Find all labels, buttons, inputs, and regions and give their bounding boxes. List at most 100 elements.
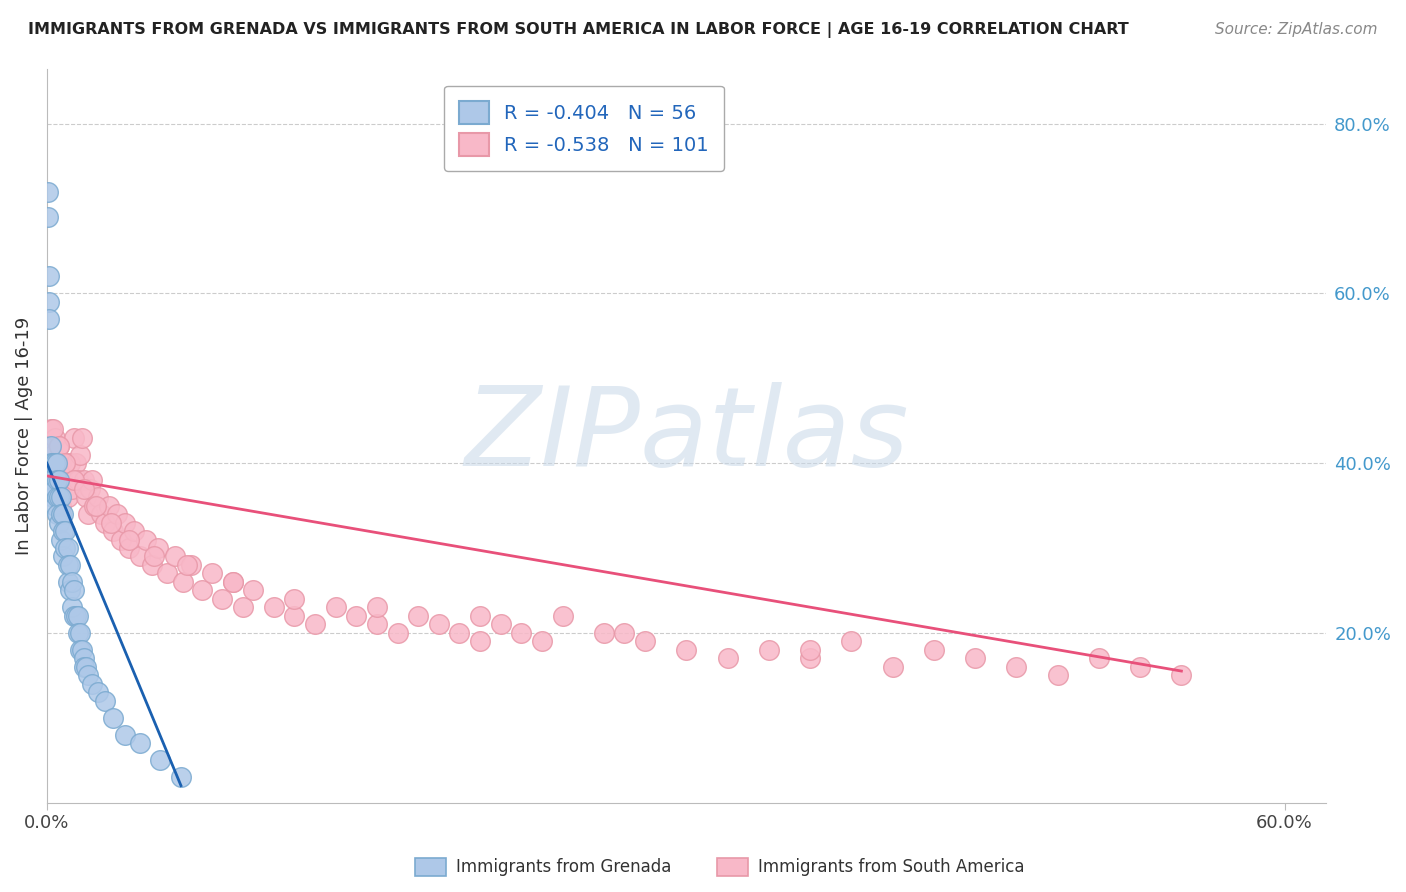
Point xyxy=(46,456,69,470)
Point xyxy=(56,473,79,487)
Point xyxy=(70,643,93,657)
Point xyxy=(149,753,172,767)
Point xyxy=(170,770,193,784)
Point xyxy=(406,608,429,623)
Point xyxy=(155,566,177,581)
Point xyxy=(118,533,141,547)
Point xyxy=(38,439,60,453)
Point xyxy=(114,728,136,742)
Point xyxy=(75,490,97,504)
Point xyxy=(97,499,120,513)
Point xyxy=(613,625,636,640)
Y-axis label: In Labor Force | Age 16-19: In Labor Force | Age 16-19 xyxy=(15,317,32,555)
Point xyxy=(46,473,69,487)
Point xyxy=(39,439,62,453)
Point xyxy=(592,625,614,640)
Point xyxy=(163,549,186,564)
Point xyxy=(93,516,115,530)
Point xyxy=(427,617,450,632)
Point xyxy=(366,617,388,632)
Point xyxy=(52,507,75,521)
Point xyxy=(799,651,821,665)
Point xyxy=(135,533,157,547)
Point xyxy=(46,490,69,504)
Point xyxy=(60,600,83,615)
Point xyxy=(75,660,97,674)
Point xyxy=(1129,660,1152,674)
Point xyxy=(344,608,367,623)
Point xyxy=(148,541,170,555)
Point xyxy=(44,473,66,487)
Point xyxy=(100,516,122,530)
Point xyxy=(1170,668,1192,682)
Point xyxy=(58,558,80,572)
Point xyxy=(232,600,254,615)
Point xyxy=(841,634,863,648)
Text: Source: ZipAtlas.com: Source: ZipAtlas.com xyxy=(1215,22,1378,37)
Point xyxy=(42,422,65,436)
Point xyxy=(44,482,66,496)
Point xyxy=(882,660,904,674)
Point xyxy=(128,549,150,564)
Point xyxy=(55,541,77,555)
Point xyxy=(52,524,75,538)
Point xyxy=(70,431,93,445)
Point xyxy=(69,448,91,462)
Point xyxy=(42,448,65,462)
Point xyxy=(172,574,194,589)
Point xyxy=(60,482,83,496)
Point xyxy=(42,482,65,496)
Text: ZIPatlas: ZIPatlas xyxy=(464,382,908,489)
Point xyxy=(114,516,136,530)
Point xyxy=(93,694,115,708)
Point xyxy=(634,634,657,648)
Point xyxy=(73,482,96,496)
Point xyxy=(51,533,73,547)
Point xyxy=(77,668,100,682)
Point xyxy=(44,431,66,445)
Point xyxy=(39,422,62,436)
Point xyxy=(38,269,60,284)
Point xyxy=(48,516,70,530)
Point xyxy=(62,583,84,598)
Point xyxy=(965,651,987,665)
Point xyxy=(221,574,243,589)
Point xyxy=(51,490,73,504)
Point xyxy=(922,643,945,657)
Point xyxy=(122,524,145,538)
Point xyxy=(66,473,89,487)
Point xyxy=(38,473,60,487)
Point xyxy=(38,311,60,326)
Point xyxy=(449,625,471,640)
Point xyxy=(44,456,66,470)
Point xyxy=(48,439,70,453)
Point xyxy=(73,651,96,665)
Point xyxy=(56,490,79,504)
Point xyxy=(468,634,491,648)
Point xyxy=(201,566,224,581)
Point xyxy=(44,499,66,513)
Point xyxy=(304,617,326,632)
Point xyxy=(83,499,105,513)
Point xyxy=(62,473,84,487)
Point xyxy=(387,625,409,640)
Point xyxy=(52,473,75,487)
Text: IMMIGRANTS FROM GRENADA VS IMMIGRANTS FROM SOUTH AMERICA IN LABOR FORCE | AGE 16: IMMIGRANTS FROM GRENADA VS IMMIGRANTS FR… xyxy=(28,22,1129,38)
Point xyxy=(55,456,77,470)
Point xyxy=(366,600,388,615)
Point xyxy=(190,583,212,598)
Point xyxy=(69,625,91,640)
Point xyxy=(55,456,77,470)
Point xyxy=(143,549,166,564)
Point xyxy=(56,558,79,572)
Point xyxy=(79,482,101,496)
Point xyxy=(58,583,80,598)
Point xyxy=(48,473,70,487)
Point xyxy=(73,660,96,674)
Point xyxy=(46,490,69,504)
Point xyxy=(39,473,62,487)
Point xyxy=(55,524,77,538)
Legend: R = -0.404   N = 56, R = -0.538   N = 101: R = -0.404 N = 56, R = -0.538 N = 101 xyxy=(444,86,724,171)
Point xyxy=(82,677,104,691)
Point xyxy=(82,473,104,487)
